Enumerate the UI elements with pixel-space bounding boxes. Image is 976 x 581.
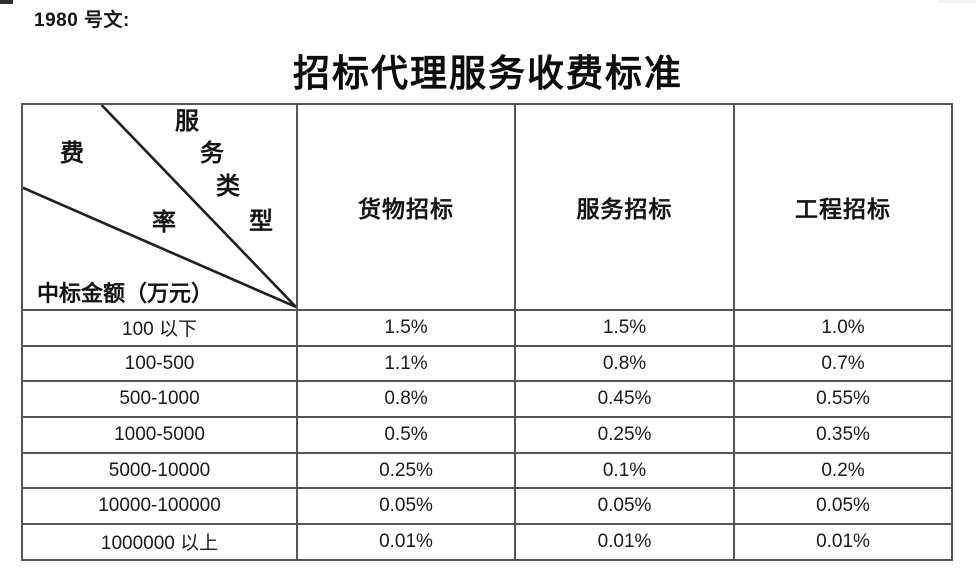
column-header-service: 服务招标 bbox=[514, 103, 735, 311]
service-type-char: 类 bbox=[216, 174, 240, 200]
diagonal-line-upper bbox=[100, 106, 295, 308]
fee-value-cell: 0.25% bbox=[514, 416, 735, 454]
page-title: 招标代理服务收费标准 bbox=[293, 54, 683, 95]
scan-artifact-top-right bbox=[938, 0, 976, 3]
table-row: 1000-5000 0.5% 0.25% 0.35% bbox=[21, 416, 953, 454]
row-range-cell: 100-500 bbox=[21, 344, 298, 383]
fee-value-cell: 1.1% bbox=[296, 344, 516, 383]
fee-value-cell: 1.5% bbox=[296, 309, 516, 347]
table-row: 5000-10000 0.25% 0.1% 0.2% bbox=[21, 451, 953, 490]
column-header-goods: 货物招标 bbox=[296, 103, 516, 311]
fee-value-cell: 0.2% bbox=[733, 451, 953, 490]
row-range-cell: 1000-5000 bbox=[21, 416, 298, 454]
fee-value-cell: 0.01% bbox=[296, 523, 516, 561]
fee-value-cell: 1.0% bbox=[733, 309, 953, 347]
row-range-cell: 500-1000 bbox=[21, 380, 298, 419]
table-header-row: 服 务 类 型 费 率 中标金额（万元） 货物招标 服务招标 工程招标 bbox=[21, 103, 953, 311]
scan-artifact-top-left bbox=[0, 0, 13, 4]
table-row: 10000-100000 0.05% 0.05% 0.05% bbox=[21, 487, 953, 526]
fee-value-cell: 0.35% bbox=[733, 416, 953, 454]
diagonal-corner-cell: 服 务 类 型 费 率 中标金额（万元） bbox=[21, 103, 298, 311]
table-row: 100 以下 1.5% 1.5% 1.0% bbox=[21, 309, 953, 347]
fee-value-cell: 0.55% bbox=[733, 380, 953, 419]
row-range-cell: 100 以下 bbox=[21, 309, 298, 347]
fee-value-cell: 0.1% bbox=[514, 451, 735, 490]
amount-axis-label: 中标金额（万元） bbox=[37, 281, 214, 306]
fee-value-cell: 1.5% bbox=[514, 309, 735, 347]
fee-rate-char: 费 bbox=[60, 141, 84, 167]
fee-rate-char: 率 bbox=[152, 210, 176, 236]
fee-value-cell: 0.01% bbox=[733, 523, 953, 561]
fee-value-cell: 0.8% bbox=[514, 344, 735, 383]
service-type-char: 服 bbox=[175, 109, 199, 135]
table-row: 500-1000 0.8% 0.45% 0.55% bbox=[21, 380, 953, 419]
column-header-engineering: 工程招标 bbox=[733, 103, 953, 311]
fee-standard-table: 服 务 类 型 费 率 中标金额（万元） 货物招标 服务招标 工程招标 100 … bbox=[21, 103, 953, 561]
fee-value-cell: 0.5% bbox=[296, 416, 516, 454]
fee-value-cell: 0.25% bbox=[296, 451, 516, 490]
service-type-char: 务 bbox=[200, 141, 224, 167]
fee-value-cell: 0.45% bbox=[514, 380, 735, 419]
row-range-cell: 5000-10000 bbox=[21, 451, 298, 490]
diagonal-lines-icon bbox=[24, 106, 295, 308]
fee-value-cell: 0.7% bbox=[733, 344, 953, 383]
doc-number-label: 1980 号文: bbox=[34, 10, 130, 31]
fee-value-cell: 0.8% bbox=[296, 380, 516, 419]
fee-value-cell: 0.05% bbox=[514, 487, 735, 526]
fee-value-cell: 0.05% bbox=[296, 487, 516, 526]
diagonal-line-lower bbox=[24, 186, 295, 308]
table-row: 100-500 1.1% 0.8% 0.7% bbox=[21, 344, 953, 383]
fee-value-cell: 0.05% bbox=[733, 487, 953, 526]
service-type-char: 型 bbox=[249, 209, 273, 235]
table-row: 1000000 以上 0.01% 0.01% 0.01% bbox=[21, 523, 953, 561]
row-range-cell: 10000-100000 bbox=[21, 487, 298, 526]
fee-value-cell: 0.01% bbox=[514, 523, 735, 561]
row-range-cell: 1000000 以上 bbox=[21, 523, 298, 561]
